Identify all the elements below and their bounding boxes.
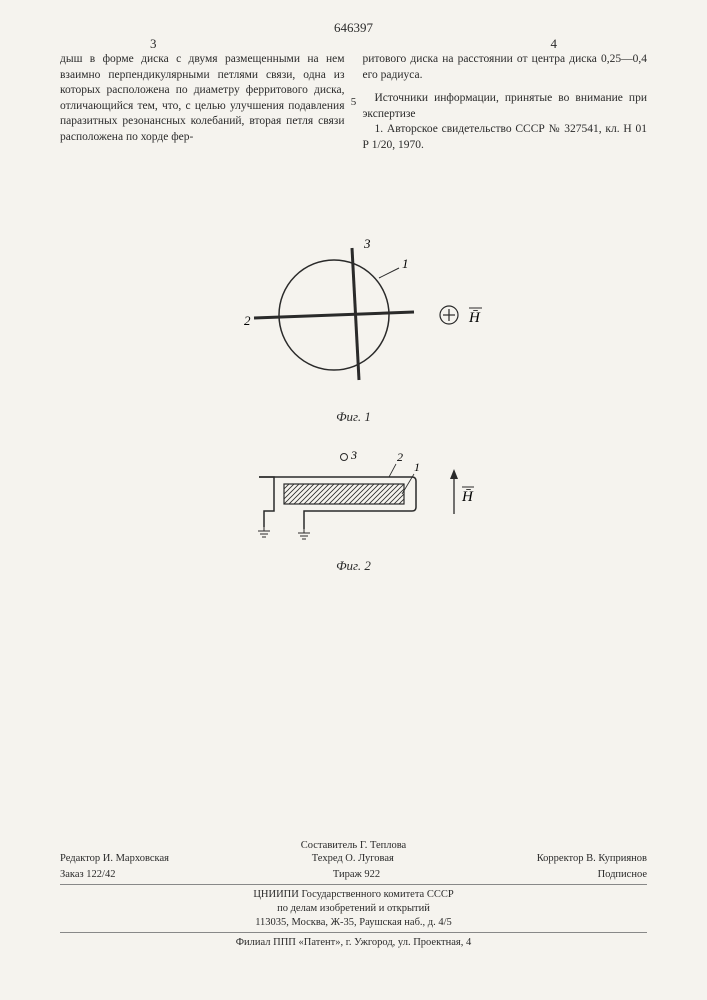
footer-row-credits: Редактор И. Марховская Техред О. Луговая…	[60, 852, 647, 866]
horizontal-loop	[254, 312, 414, 318]
fig1-caption: Фиг. 1	[0, 409, 707, 425]
figure-2-svg: 3 2 1 H̄	[214, 439, 494, 549]
footer-org1: ЦНИИПИ Государственного комитета СССР	[60, 888, 647, 902]
fig1-leader-1	[379, 268, 399, 278]
footer-divider-1	[60, 884, 647, 885]
page-number-left: 3	[150, 36, 157, 52]
fig2-h-label: H̄	[461, 489, 474, 505]
col1-paragraph: дыш в форме диска с двумя размещенными н…	[60, 52, 345, 145]
fig2-label3-circle	[340, 454, 347, 461]
fig1-label-2: 2	[244, 313, 251, 328]
document-number: 646397	[0, 20, 707, 36]
footer-compiler: Составитель Г. Теплова	[60, 839, 647, 853]
footer-block: Составитель Г. Теплова Редактор И. Мархо…	[60, 839, 647, 950]
col2-paragraph-3: 1. Авторское свидетельство СССР № 327541…	[363, 122, 648, 153]
footer-org2: по делам изобретений и открытий	[60, 902, 647, 916]
line-marker-5: 5	[351, 96, 357, 108]
footer-order: Заказ 122/42	[60, 868, 115, 882]
footer-tirage: Тираж 922	[333, 868, 380, 882]
footer-sub: Подписное	[598, 868, 647, 882]
figures-block: 3 1 2 H̄ Фиг. 1 3 2	[0, 230, 707, 574]
footer-row-order: Заказ 122/42 Тираж 922 Подписное	[60, 868, 647, 882]
left-lead	[259, 477, 274, 527]
ground-left	[258, 527, 270, 537]
footer-divider-2	[60, 932, 647, 933]
col2-paragraph-2: Источники информации, принятые во вниман…	[363, 91, 648, 122]
fig1-h-label: H̄	[468, 310, 481, 326]
fig2-caption: Фиг. 2	[0, 558, 707, 574]
column-right: ритового диска на расстоянии от центра д…	[363, 52, 648, 153]
footer-addr1: 113035, Москва, Ж-35, Раушская наб., д. …	[60, 916, 647, 930]
fig1-label-1: 1	[402, 256, 409, 271]
footer-techred: Техред О. Луговая	[312, 852, 394, 866]
fig2-label-1: 1	[414, 460, 420, 474]
fig2-label-3: 3	[350, 448, 357, 462]
column-left: дыш в форме диска с двумя размещенными н…	[60, 52, 345, 153]
fig1-label-3: 3	[363, 236, 371, 251]
fig2-leader-2	[389, 464, 396, 477]
page-number-right: 4	[551, 36, 558, 52]
footer-corrector: Корректор В. Куприянов	[537, 852, 647, 866]
disk-side	[284, 484, 404, 504]
footer-addr2: Филиал ППП «Патент», г. Ужгород, ул. Про…	[60, 936, 647, 950]
col2-paragraph-1: ритового диска на расстоянии от центра д…	[363, 52, 648, 83]
fig2-label-2: 2	[397, 450, 403, 464]
h-arrow-head	[450, 469, 458, 479]
figure-1-svg: 3 1 2 H̄	[214, 230, 494, 400]
ground-right	[298, 529, 310, 539]
footer-editor: Редактор И. Марховская	[60, 852, 169, 866]
